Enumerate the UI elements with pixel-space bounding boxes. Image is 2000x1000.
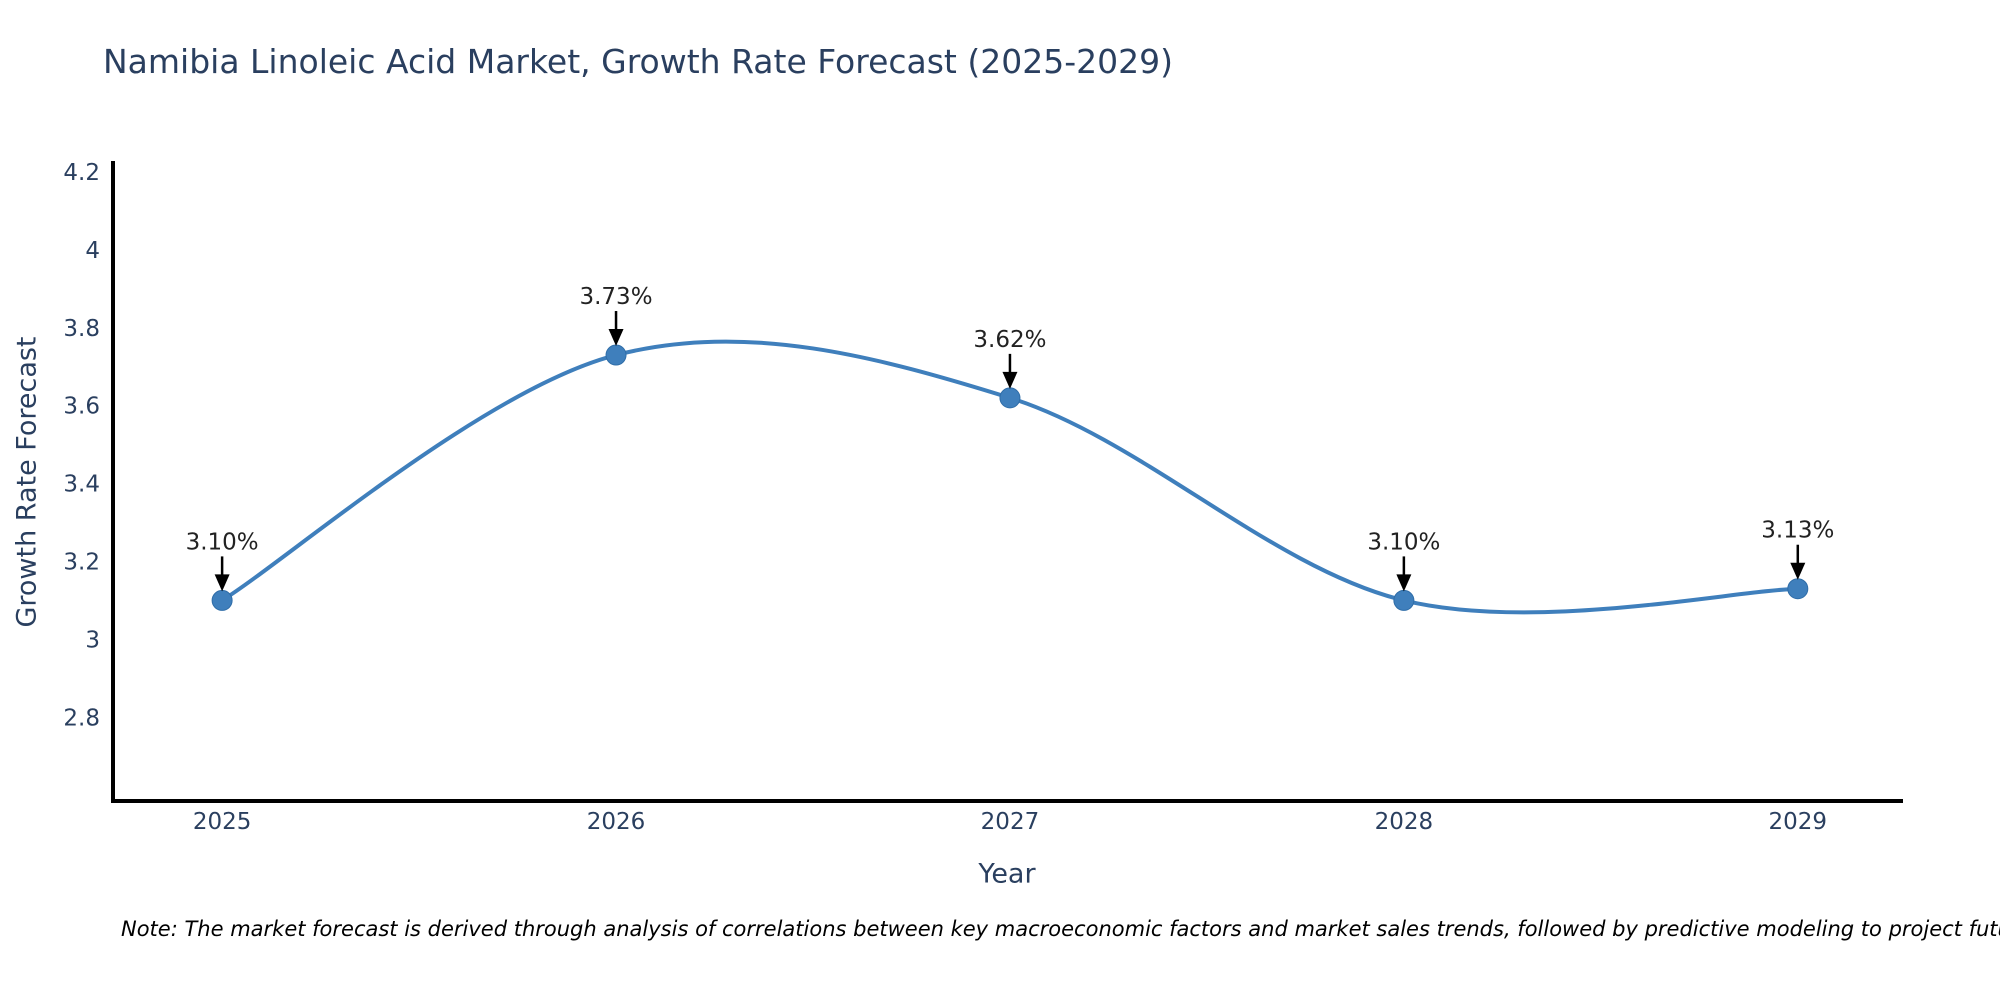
x-tick-label: 2028 [1375,809,1434,835]
y-axis-title: Growth Rate Forecast [11,336,43,628]
annotation-label: 3.73% [579,284,652,310]
x-axis-title: Year [978,858,1036,890]
data-point-marker [999,387,1021,409]
annotation-label: 3.62% [973,327,1046,353]
x-tick-label: 2029 [1769,809,1828,835]
x-tick-label: 2026 [587,809,646,835]
y-tick-label: 4 [85,238,100,264]
annotation-arrowhead [1790,562,1806,580]
x-tick-label: 2027 [981,809,1040,835]
y-tick-label: 3.2 [63,549,100,575]
data-point-marker [211,589,233,611]
y-tick-label: 2.8 [63,705,100,731]
annotation-label: 3.10% [186,529,259,555]
chart-title: Namibia Linoleic Acid Market, Growth Rat… [103,42,1173,81]
footnote: Note: The market forecast is derived thr… [121,917,2000,941]
data-point-marker [1393,589,1415,611]
y-tick-label: 3.6 [63,394,100,420]
annotation-arrowhead [214,574,230,592]
y-tick-label: 3.4 [63,472,100,498]
annotation-arrowhead [608,329,624,347]
data-point-marker [1787,578,1809,600]
y-tick-label: 3.8 [63,316,100,342]
annotation-arrowhead [1002,371,1018,389]
y-tick-label: 3 [85,627,100,653]
y-tick-label: 4.2 [63,160,100,186]
annotation-label: 3.10% [1367,529,1440,555]
x-tick-label: 2025 [193,809,252,835]
annotation-arrowhead [1396,574,1412,592]
annotation-label: 3.13% [1761,518,1834,544]
axis-lines [111,161,1903,803]
data-point-marker [605,344,627,366]
